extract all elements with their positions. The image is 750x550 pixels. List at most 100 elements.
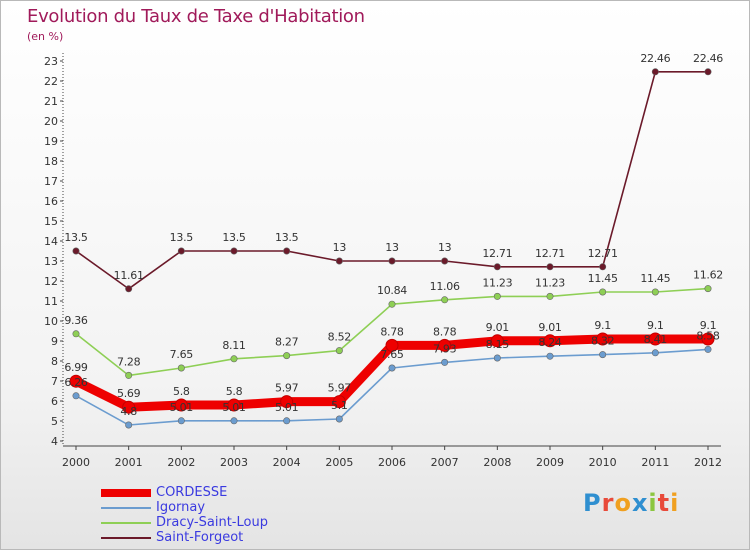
legend-item-saint-forgeot: Saint-Forgeot xyxy=(101,530,401,546)
data-labels: 13.5 11.61 13.5 13.5 13.5 13 13 13 12.71 12.71 12.… xyxy=(64,52,723,418)
legend-label-cordesse: CORDESSE xyxy=(156,485,228,500)
data-label-dracy-saint-loup: 10.84 xyxy=(377,284,407,297)
data-label-dracy-saint-loup: 11.62 xyxy=(693,269,723,282)
data-point-saint-forgeot xyxy=(125,285,133,293)
y-tick-label: 14 xyxy=(44,235,58,248)
data-label-cordesse: 9.1 xyxy=(700,319,717,332)
data-point-dracy-saint-loup xyxy=(125,371,133,379)
legend-swatch-cordesse xyxy=(101,489,151,497)
data-label-dracy-saint-loup: 11.23 xyxy=(535,276,565,289)
y-tick-label: 21 xyxy=(44,95,58,108)
data-point-igornay xyxy=(651,349,659,357)
data-point-cordesse xyxy=(648,332,662,346)
data-label-cordesse: 8.78 xyxy=(380,325,404,338)
data-point-igornay xyxy=(177,417,185,425)
logo-letter: x xyxy=(631,489,649,517)
x-tick-label: 2011 xyxy=(641,456,669,469)
data-label-cordesse: 5.8 xyxy=(173,385,190,398)
data-point-dracy-saint-loup xyxy=(72,330,80,338)
data-point-dracy-saint-loup xyxy=(441,296,449,304)
data-point-saint-forgeot xyxy=(283,247,291,255)
data-point-dracy-saint-loup xyxy=(651,288,659,296)
data-label-saint-forgeot: 13 xyxy=(438,241,452,254)
data-label-dracy-saint-loup: 11.06 xyxy=(430,280,460,293)
data-point-saint-forgeot xyxy=(177,247,185,255)
data-label-saint-forgeot: 12.71 xyxy=(482,247,512,260)
data-label-igornay: 7.93 xyxy=(433,342,457,355)
data-point-cordesse xyxy=(490,334,504,348)
data-label-dracy-saint-loup: 9.36 xyxy=(64,314,88,327)
data-point-igornay xyxy=(230,417,238,425)
x-tick-label: 2005 xyxy=(325,456,353,469)
data-point-dracy-saint-loup xyxy=(335,347,343,355)
data-point-dracy-saint-loup xyxy=(283,352,291,360)
data-label-dracy-saint-loup: 7.65 xyxy=(170,348,194,361)
data-point-igornay xyxy=(388,364,396,372)
data-point-saint-forgeot xyxy=(704,68,712,76)
y-tick-label: 15 xyxy=(44,215,58,228)
data-point-cordesse xyxy=(385,338,399,352)
data-label-igornay: 5.01 xyxy=(275,401,298,414)
data-point-saint-forgeot xyxy=(599,263,607,271)
legend-item-igornay: Igornay xyxy=(101,500,401,516)
legend-swatch-igornay xyxy=(101,507,151,509)
x-tick-label: 2006 xyxy=(378,456,406,469)
data-label-dracy-saint-loup: 8.11 xyxy=(222,339,245,352)
y-tick-label: 19 xyxy=(44,135,58,148)
logo-letter: o xyxy=(614,489,632,517)
data-label-cordesse: 9.1 xyxy=(647,319,664,332)
data-point-igornay xyxy=(546,352,554,360)
data-point-igornay xyxy=(283,417,291,425)
data-label-cordesse: 8.78 xyxy=(433,325,457,338)
x-tick-label: 2008 xyxy=(483,456,511,469)
data-point-dracy-saint-loup xyxy=(177,364,185,372)
y-tick-label: 11 xyxy=(44,295,58,308)
data-label-dracy-saint-loup: 11.45 xyxy=(588,272,618,285)
data-point-dracy-saint-loup xyxy=(230,355,238,363)
data-label-igornay: 8.24 xyxy=(538,336,562,349)
chart-title: Evolution du Taux de Taxe d'Habitation xyxy=(27,6,365,27)
data-label-dracy-saint-loup: 11.23 xyxy=(482,276,512,289)
chart-axes: 4 5 6 7 8 9 10 11 12 13 14 15 16 17 18 19 20 21 22 23 2000 20… xyxy=(44,53,722,469)
data-label-igornay: 8.41 xyxy=(644,333,667,346)
data-label-igornay: 5.01 xyxy=(222,401,245,414)
data-label-igornay: 7.65 xyxy=(380,348,404,361)
chart-subtitle: (en %) xyxy=(27,30,64,43)
data-label-cordesse: 9.1 xyxy=(594,319,611,332)
y-tick-label: 10 xyxy=(44,315,58,328)
data-label-saint-forgeot: 22.46 xyxy=(693,52,723,65)
legend-swatch-dracy-saint-loup xyxy=(101,522,151,524)
legend-label-igornay: Igornay xyxy=(156,500,206,515)
data-label-saint-forgeot: 13.5 xyxy=(275,231,299,244)
y-tick-label: 22 xyxy=(44,75,58,88)
data-label-igornay: 4.8 xyxy=(120,405,137,418)
data-point-cordesse xyxy=(122,400,136,414)
data-label-igornay: 5.1 xyxy=(331,399,348,412)
x-tick-label: 2007 xyxy=(431,456,459,469)
data-label-saint-forgeot: 13 xyxy=(333,241,347,254)
y-tick-label: 16 xyxy=(44,195,58,208)
x-tick-label: 2002 xyxy=(167,456,195,469)
proxiti-logo: Proxiti xyxy=(583,489,679,517)
data-point-dracy-saint-loup xyxy=(388,300,396,308)
data-label-dracy-saint-loup: 8.27 xyxy=(275,336,299,349)
y-tick-label: 12 xyxy=(44,275,58,288)
data-label-igornay: 5.01 xyxy=(170,401,193,414)
data-label-cordesse: 9.01 xyxy=(538,321,561,334)
data-point-saint-forgeot xyxy=(546,263,554,271)
y-tick-label: 8 xyxy=(51,355,58,368)
data-point-dracy-saint-loup xyxy=(599,288,607,296)
x-tick-label: 2000 xyxy=(62,456,90,469)
data-label-dracy-saint-loup: 11.45 xyxy=(640,272,670,285)
logo-letter: i xyxy=(648,489,658,517)
data-label-igornay: 6.26 xyxy=(64,376,88,389)
data-label-saint-forgeot: 22.46 xyxy=(640,52,670,65)
logo-letter: i xyxy=(670,489,680,517)
logo-letter: r xyxy=(601,489,615,517)
data-label-igornay: 8.58 xyxy=(696,329,720,342)
y-tick-label: 4 xyxy=(51,435,58,448)
y-tick-label: 5 xyxy=(51,415,58,428)
data-label-saint-forgeot: 11.61 xyxy=(114,269,144,282)
y-tick-label: 6 xyxy=(51,395,58,408)
